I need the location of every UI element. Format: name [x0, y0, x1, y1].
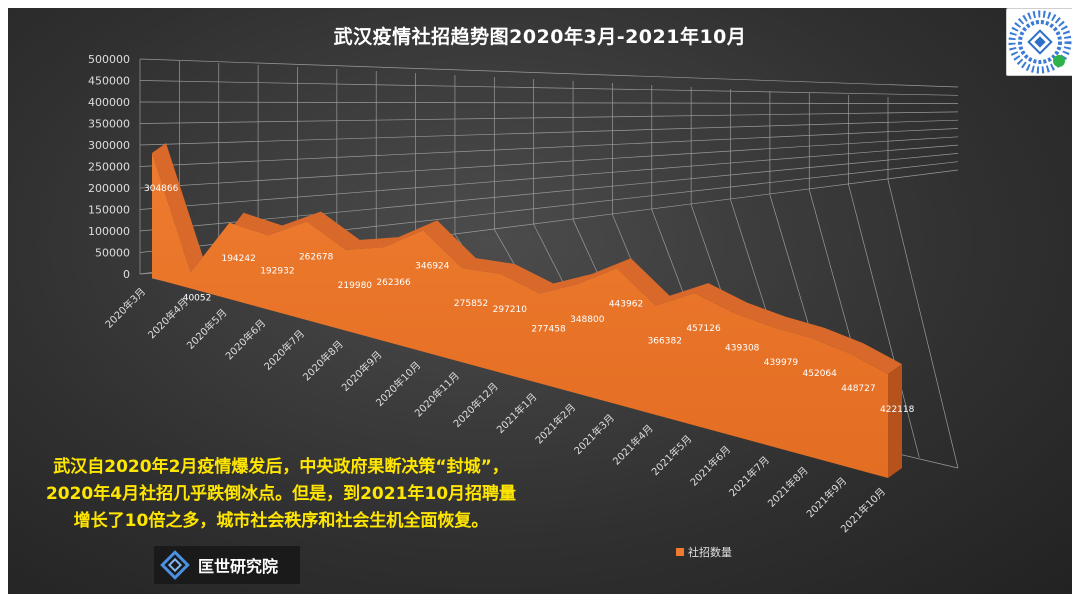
data-label: 457126: [686, 324, 721, 334]
caption-line-3: 增长了10倍之多，城市社会秩序和社会生机全面恢复。: [73, 511, 489, 531]
x-tick-label: 2020年11月: [412, 369, 462, 419]
x-tick-label: 2021年4月: [610, 422, 656, 468]
x-tick-label: 2020年6月: [223, 317, 269, 363]
chart-legend: 社招数量: [676, 544, 732, 560]
x-tick-label: 2020年10月: [373, 359, 423, 409]
area-end-cap: [888, 364, 902, 478]
x-tick-label: 2021年1月: [494, 390, 540, 436]
qr-code-icon: [1006, 8, 1072, 76]
area-series-front: [152, 153, 888, 478]
y-tick-label: 300000: [88, 139, 130, 152]
x-tick-label: 2021年10月: [838, 485, 888, 535]
data-label: 448727: [841, 384, 875, 394]
y-tick-label: 0: [123, 268, 130, 281]
chart-canvas: 304866 40052 194242 192932 262678 219980 26236…: [8, 8, 1072, 594]
grid-line-h: [139, 101, 959, 104]
data-label: 297210: [493, 305, 528, 315]
grid-line-h: [139, 119, 959, 146]
data-label: 348800: [570, 315, 605, 325]
chart-title: 武汉疫情社招趋势图2020年3月-2021年10月: [333, 26, 747, 48]
caption-line-2: 2020年4月社招几乎跌倒冰点。但是，到2021年10月招聘量: [45, 484, 517, 504]
floor-grid-line: [887, 179, 959, 469]
x-tick-label: 2020年4月: [145, 295, 191, 341]
grid-line-h: [139, 136, 959, 189]
x-tick-label: 2021年9月: [804, 474, 850, 520]
grid-line-h: [139, 128, 959, 167]
y-tick-label: 200000: [88, 182, 130, 195]
y-tick-label: 400000: [88, 96, 130, 109]
data-label: 262366: [376, 278, 411, 288]
area-chart: 304866 40052 194242 192932 262678 219980 26236…: [88, 53, 959, 535]
brand-logo: 匡世研究院: [154, 546, 300, 584]
grid-line-h: [139, 153, 959, 232]
legend-swatch: [676, 548, 684, 556]
x-tick-label: 2021年2月: [532, 401, 578, 447]
x-tick-label: 2020年3月: [102, 285, 148, 331]
data-label: 452064: [803, 369, 838, 379]
data-label: 346924: [415, 261, 450, 271]
x-tick-label: 2021年3月: [571, 411, 617, 457]
grid-line-h: [139, 80, 959, 96]
x-tick-label: 2020年7月: [261, 327, 307, 373]
data-label: 439979: [764, 358, 799, 368]
x-tick-label: 2021年5月: [649, 432, 695, 478]
data-label: 219980: [338, 281, 373, 291]
x-tick-label: 2021年8月: [765, 464, 811, 510]
data-label: 262678: [299, 252, 334, 262]
x-tick-label: 2020年9月: [339, 348, 385, 394]
y-tick-label: 100000: [88, 225, 130, 238]
y-tick-label: 250000: [88, 161, 130, 174]
x-tick-label: 2020年8月: [300, 338, 346, 384]
grid-line-h: [139, 58, 959, 88]
y-tick-label: 500000: [88, 53, 130, 66]
floor-grid-line: [848, 184, 920, 458]
data-label: 192932: [260, 266, 294, 276]
data-label: 40052: [183, 293, 212, 303]
x-tick-label: 2020年5月: [184, 306, 230, 352]
y-tick-label: 350000: [88, 118, 130, 131]
chart-caption: 武汉自2020年2月疫情爆发后，中央政府果断决策“封城”， 2020年4月社招几…: [16, 454, 546, 535]
y-tick-label: 450000: [88, 75, 130, 88]
x-tick-label: 2020年12月: [450, 380, 500, 430]
x-tick-label: 2021年6月: [687, 443, 733, 489]
data-label: 443962: [609, 299, 643, 309]
data-label: 439308: [725, 344, 760, 354]
brand-name: 匡世研究院: [198, 557, 279, 576]
y-tick-label: 50000: [95, 247, 130, 260]
caption-line-1: 武汉自2020年2月疫情爆发后，中央政府果断决策“封城”，: [53, 457, 509, 477]
grid-line-h: [139, 144, 959, 210]
data-label: 277458: [531, 324, 566, 334]
legend-label: 社招数量: [688, 546, 732, 559]
diamond-logo-icon: [160, 550, 190, 580]
data-label: 304866: [144, 184, 179, 194]
data-label: 194242: [221, 254, 255, 264]
data-label: 366382: [648, 337, 682, 347]
x-tick-label: 2021年7月: [726, 453, 772, 499]
grid-line-h: [139, 111, 959, 124]
data-label: 422118: [880, 405, 915, 415]
y-tick-label: 150000: [88, 204, 130, 217]
data-label: 275852: [454, 299, 488, 309]
